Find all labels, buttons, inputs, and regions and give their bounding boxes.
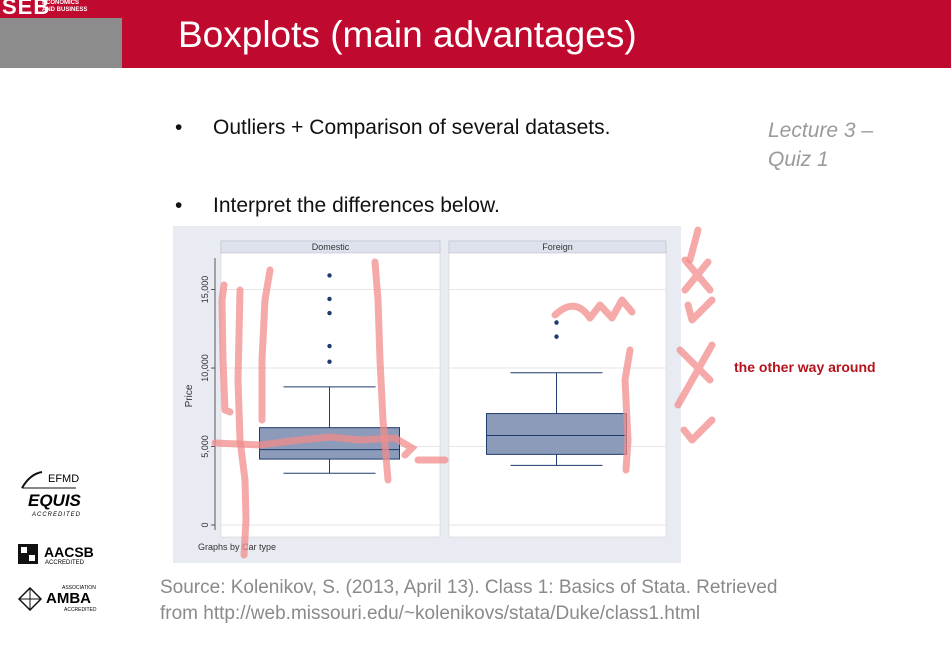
annotation-stroke [211,433,418,459]
handwritten-annotation: the other way around [734,359,876,375]
annotation-stroke [258,266,274,424]
y-tick-label: 5,000 [200,435,210,458]
equis-swoosh-icon [21,471,76,489]
school-logo: SEB ECONOMICS AND BUSINESS [0,0,122,68]
outlier-point [554,334,559,339]
aacsb-sub-text: ACCREDITED [45,560,85,566]
bullet-2-text: Interpret the differences below. [213,194,500,217]
bullet-dot: • [175,116,183,139]
annotation-stroke [681,256,714,294]
outlier-point [327,296,332,302]
annotation-stroke [684,296,716,324]
logo-sub-line2: AND BUSINESS [42,7,88,13]
lecture-note-line1: Lecture 3 – [768,119,874,142]
logo-grey-band [0,18,122,68]
aacsb-text: AACSB [44,544,94,560]
equis-sub-text: ACCREDITED [32,512,82,518]
slide-title: Boxplots (main advantages) [178,14,637,55]
equis-text: EQUIS [28,491,81,510]
amba-text: AMBA [46,590,91,607]
aacsb-logo: AACSB ACCREDITED [18,544,108,570]
amba-sub-text: ACCREDITED [64,607,97,613]
annotation-stroke [686,226,702,264]
amba-globe-icon [18,587,42,611]
outlier-point [327,273,332,278]
bullet-1-text: Outliers + Comparison of several dataset… [213,116,611,139]
annotation-stroke [674,341,716,409]
outlier-point [327,343,332,349]
annotation-stroke [218,281,234,416]
annotation-stroke [680,416,716,444]
panel-title: Domestic [312,242,350,252]
logo-sub-text: ECONOMICS AND BUSINESS [42,0,87,14]
outlier-point [554,320,559,325]
y-tick-label: 0 [200,522,210,527]
y-tick-label: 15,000 [200,276,210,304]
y-tick-label: 10,000 [200,354,210,382]
source-citation: Source: Kolenikov, S. (2013, April 13). … [160,575,777,627]
annotation-stroke [621,346,634,474]
outlier-point [327,359,332,364]
outlier-point [327,310,332,316]
panel-header [220,240,441,254]
aacsb-square-icon [18,544,38,564]
title-bar [0,0,951,68]
chart-note: Graphs by Car type [198,542,276,552]
efmd-text: EFMD [48,473,80,485]
bullet-dot: • [175,194,183,217]
amba-assoc-text: ASSOCIATION [62,585,96,591]
y-axis-label: Price [184,384,195,407]
lecture-note: Lecture 3 – Quiz 1 [768,116,873,174]
source-line2: from http://web.missouri.edu/~kolenikovs… [160,603,701,624]
logo-sub-line1: ECONOMICS [42,0,80,6]
panel-plot-area [220,240,441,538]
panel-header [448,240,667,254]
panel-title: Foreign [542,242,573,252]
box [486,413,627,455]
panel-plot-area [448,240,667,538]
efmd-equis-logo: EFMD EQUIS ACCREDITED [16,470,106,525]
annotation-stroke [551,296,636,322]
logo-main-text: SEB [2,0,51,19]
lecture-note-line2: Quiz 1 [768,148,829,171]
source-line1: Source: Kolenikov, S. (2013, April 13). … [160,577,778,598]
annotation-stroke [234,286,250,559]
amba-logo: ASSOCIATION AMBA ACCREDITED [18,585,108,615]
